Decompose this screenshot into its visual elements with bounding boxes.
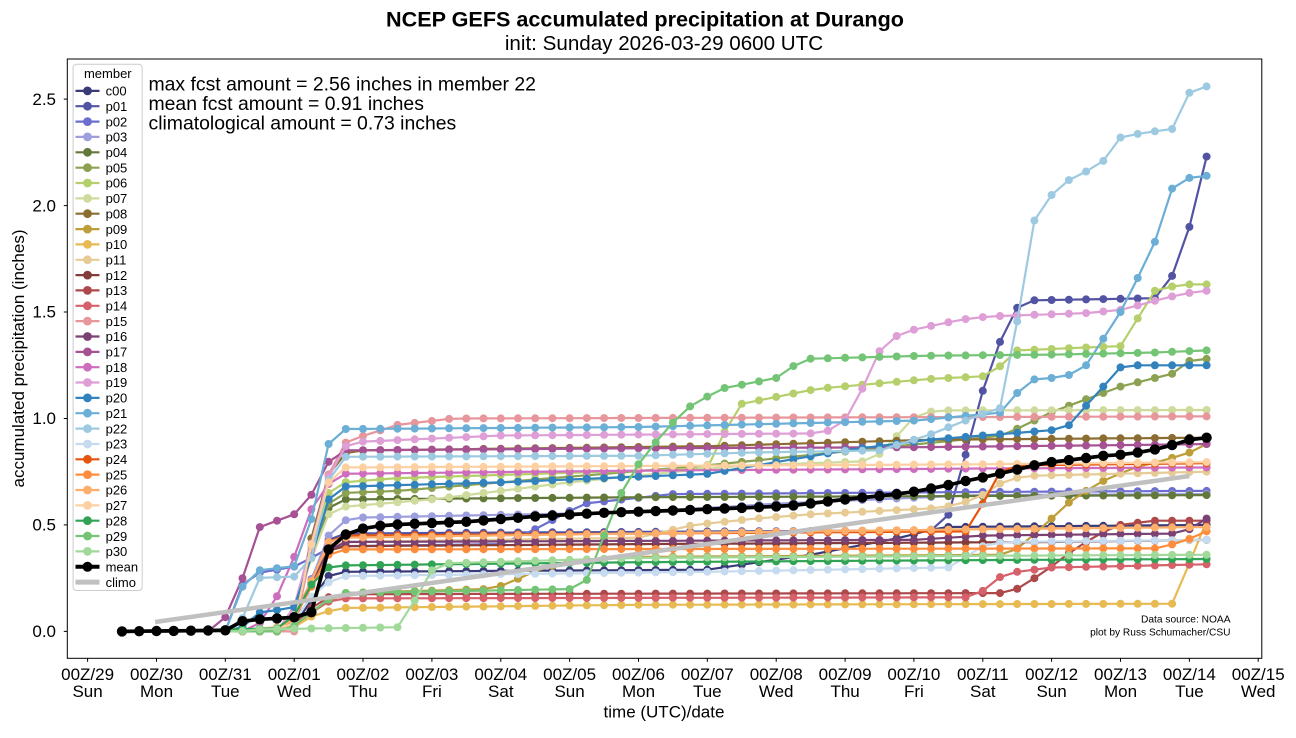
svg-text:Sun: Sun: [1036, 682, 1066, 701]
svg-text:00Z/12: 00Z/12: [1025, 665, 1078, 684]
svg-text:init: Sunday 2026-03-29 0600 U: init: Sunday 2026-03-29 0600 UTC: [505, 32, 823, 55]
svg-text:c00: c00: [106, 84, 127, 99]
svg-text:00Z/05: 00Z/05: [543, 665, 596, 684]
svg-text:Fri: Fri: [904, 682, 924, 701]
svg-text:00Z/13: 00Z/13: [1094, 665, 1147, 684]
svg-text:00Z/11: 00Z/11: [957, 665, 1009, 684]
svg-text:p15: p15: [106, 314, 128, 329]
svg-text:p09: p09: [106, 222, 128, 237]
svg-text:p07: p07: [106, 191, 128, 206]
svg-text:00Z/09: 00Z/09: [819, 665, 872, 684]
svg-text:Sun: Sun: [554, 682, 584, 701]
svg-text:p14: p14: [106, 299, 128, 314]
svg-text:p19: p19: [106, 375, 128, 390]
svg-text:Sat: Sat: [970, 682, 996, 701]
svg-text:p17: p17: [106, 345, 128, 360]
svg-text:climatological amount = 0.73 i: climatological amount = 0.73 inches: [149, 113, 457, 135]
svg-text:p30: p30: [106, 544, 128, 559]
svg-text:p16: p16: [106, 329, 128, 344]
svg-text:1.0: 1.0: [32, 409, 56, 428]
svg-text:max fcst amount = 2.56 inches: max fcst amount = 2.56 inches in member …: [149, 74, 536, 96]
svg-text:member: member: [84, 66, 132, 81]
svg-text:p01: p01: [106, 99, 128, 114]
svg-text:Thu: Thu: [348, 682, 377, 701]
svg-text:p24: p24: [106, 452, 128, 467]
svg-text:p21: p21: [106, 406, 128, 421]
svg-text:NCEP GEFS accumulated precipit: NCEP GEFS accumulated precipitation at D…: [386, 7, 904, 32]
svg-text:00Z/02: 00Z/02: [337, 665, 390, 684]
svg-text:p20: p20: [106, 391, 128, 406]
svg-text:p04: p04: [106, 145, 128, 160]
svg-text:Tue: Tue: [1175, 682, 1204, 701]
svg-text:00Z/29: 00Z/29: [61, 665, 114, 684]
svg-text:p05: p05: [106, 160, 128, 175]
svg-text:mean fcst amount = 0.91 inches: mean fcst amount = 0.91 inches: [149, 93, 424, 115]
svg-text:2.0: 2.0: [32, 196, 56, 215]
svg-text:Wed: Wed: [759, 682, 794, 701]
svg-text:Mon: Mon: [622, 682, 655, 701]
svg-text:p11: p11: [106, 252, 127, 267]
svg-text:00Z/10: 00Z/10: [887, 665, 940, 684]
svg-text:p12: p12: [106, 268, 128, 283]
svg-text:00Z/08: 00Z/08: [750, 665, 803, 684]
svg-text:Mon: Mon: [1104, 682, 1137, 701]
svg-text:Tue: Tue: [693, 682, 722, 701]
svg-text:time (UTC)/date: time (UTC)/date: [604, 703, 725, 722]
svg-text:climo: climo: [106, 575, 136, 590]
svg-text:00Z/06: 00Z/06: [612, 665, 665, 684]
svg-text:p26: p26: [106, 483, 128, 498]
svg-text:p06: p06: [106, 176, 128, 191]
svg-text:plot by Russ Schumacher/CSU: plot by Russ Schumacher/CSU: [1090, 628, 1230, 639]
svg-text:Wed: Wed: [1241, 682, 1276, 701]
svg-text:0.0: 0.0: [32, 622, 56, 641]
svg-text:Sat: Sat: [488, 682, 514, 701]
svg-text:0.5: 0.5: [32, 516, 56, 535]
svg-text:mean: mean: [106, 560, 139, 575]
svg-text:p23: p23: [106, 437, 128, 452]
svg-text:p10: p10: [106, 237, 128, 252]
svg-text:Fri: Fri: [422, 682, 442, 701]
svg-text:Mon: Mon: [140, 682, 173, 701]
svg-text:p29: p29: [106, 529, 128, 544]
svg-text:Thu: Thu: [830, 682, 859, 701]
svg-text:00Z/14: 00Z/14: [1163, 665, 1216, 684]
svg-text:p03: p03: [106, 130, 128, 145]
svg-text:Sun: Sun: [72, 682, 102, 701]
svg-text:p28: p28: [106, 513, 128, 528]
svg-text:Data source: NOAA: Data source: NOAA: [1141, 614, 1231, 625]
svg-text:p22: p22: [106, 421, 128, 436]
svg-text:2.5: 2.5: [32, 90, 56, 109]
svg-text:p27: p27: [106, 498, 128, 513]
svg-text:00Z/15: 00Z/15: [1232, 665, 1285, 684]
svg-text:1.5: 1.5: [32, 303, 56, 322]
svg-text:accumulated precipitation (inc: accumulated precipitation (inches): [9, 230, 28, 488]
svg-text:00Z/01: 00Z/01: [268, 665, 321, 684]
svg-text:Wed: Wed: [277, 682, 312, 701]
svg-text:p08: p08: [106, 206, 128, 221]
svg-text:p18: p18: [106, 360, 128, 375]
svg-text:00Z/31: 00Z/31: [199, 665, 252, 684]
svg-text:Tue: Tue: [211, 682, 240, 701]
svg-text:00Z/30: 00Z/30: [130, 665, 183, 684]
svg-text:p25: p25: [106, 467, 128, 482]
svg-text:00Z/07: 00Z/07: [681, 665, 734, 684]
svg-text:00Z/03: 00Z/03: [405, 665, 458, 684]
svg-text:p02: p02: [106, 114, 128, 129]
svg-text:00Z/04: 00Z/04: [474, 665, 527, 684]
svg-text:p13: p13: [106, 283, 128, 298]
